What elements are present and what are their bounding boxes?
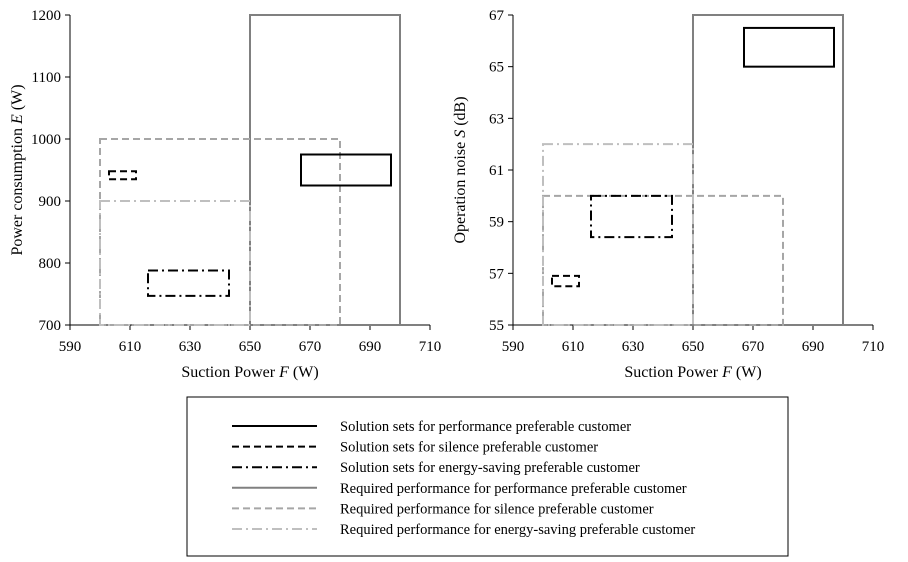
y-tick-label: 700 (39, 318, 62, 334)
legend-label: Required performance for performance pre… (340, 481, 687, 497)
x-axis-title-prefix: Suction Power (181, 364, 279, 381)
y-tick-label: 65 (489, 60, 504, 76)
x-axis-title-suffix: (W) (732, 364, 762, 381)
y-tick-label: 59 (489, 215, 504, 231)
x-tick-label: 710 (862, 339, 885, 355)
x-tick-label: 670 (742, 339, 765, 355)
x-axis-title-var: F (721, 364, 732, 381)
rect-req-silence (542, 194, 784, 326)
rect-req-energy (542, 143, 694, 326)
legend: Solution sets for performance preferable… (186, 396, 789, 557)
y-tick-label: 800 (39, 256, 62, 272)
x-tick-label: 670 (299, 339, 322, 355)
x-tick-label: 630 (179, 339, 202, 355)
y-tick-label: 1000 (31, 132, 61, 148)
legend-label: Required performance for silence prefera… (340, 501, 654, 517)
y-tick-label: 1200 (31, 8, 61, 24)
x-tick-label: 590 (502, 339, 525, 355)
rect-req-perf (692, 14, 844, 326)
legend-label: Solution sets for silence preferable cus… (340, 440, 598, 456)
y-axis-title: Operation noise S (dB) (452, 96, 469, 243)
x-tick-label: 590 (59, 339, 82, 355)
chart-2: 590 610 630 650 670 690 710 55 57 59 61 63 65 67 Sucti… (452, 8, 884, 381)
x-tick-label: 630 (622, 339, 645, 355)
x-tick-label: 650 (682, 339, 705, 355)
y-tick-label: 67 (489, 8, 505, 24)
rect-sol-perf (743, 26, 835, 68)
x-tick-label: 690 (802, 339, 825, 355)
y-tick-label: 1100 (32, 70, 61, 86)
chart-1: 590 610 630 650 670 690 710 700 800 900 1000 1100 12… (9, 8, 441, 381)
y-axis-title-suffix: (W) (9, 84, 26, 114)
legend-label: Required performance for energy-saving p… (340, 522, 695, 538)
rect-req-perf (249, 14, 401, 326)
rect-req-energy (99, 200, 251, 326)
x-tick-label: 690 (359, 339, 382, 355)
rect-sol-silence (108, 170, 137, 181)
y-axis-title-suffix: (dB) (452, 96, 469, 129)
y-tick-label: 63 (489, 111, 504, 127)
x-tick-label: 710 (419, 339, 442, 355)
rect-sol-energy (590, 194, 673, 239)
x-axis-title-prefix: Suction Power (624, 364, 722, 381)
x-axis-title-var: F (278, 364, 289, 381)
y-axis-title-var: S (452, 130, 469, 138)
y-tick-label: 57 (489, 266, 505, 282)
legend-label: Solution sets for energy-saving preferab… (340, 460, 640, 476)
x-axis-title: Suction Power F (W) (181, 364, 318, 381)
y-tick-label: 61 (489, 163, 504, 179)
x-axis-title: Suction Power F (W) (624, 364, 761, 381)
y-axis-title-prefix: Power consumption (9, 124, 26, 256)
y-tick-label: 900 (39, 194, 62, 210)
y-axis-title: Power consumption E (W) (9, 84, 26, 255)
x-tick-label: 610 (562, 339, 585, 355)
legend-label: Solution sets for performance preferable… (340, 419, 631, 435)
rect-sol-perf (300, 153, 392, 187)
y-tick-label: 55 (489, 318, 504, 334)
x-tick-label: 650 (239, 339, 262, 355)
rect-sol-silence (551, 274, 580, 288)
y-axis-title-prefix: Operation noise (452, 138, 469, 244)
y-axis-title-var: E (9, 114, 26, 125)
x-axis-title-suffix: (W) (289, 364, 319, 381)
rect-req-silence (99, 138, 341, 326)
rect-sol-energy (147, 269, 230, 297)
x-tick-label: 610 (119, 339, 142, 355)
